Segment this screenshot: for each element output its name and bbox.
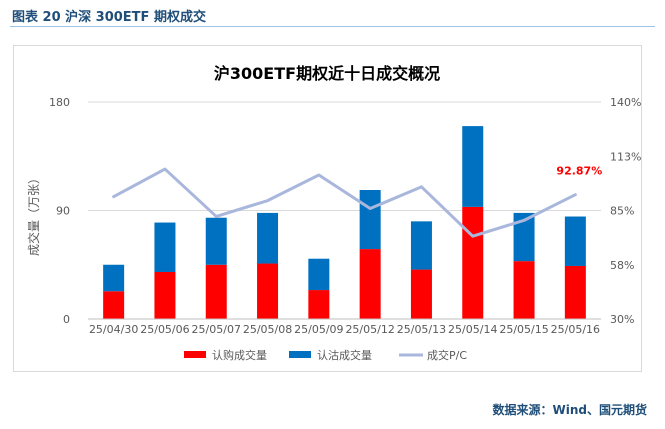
legend: 认购成交量 认沽成交量 成交P/C bbox=[184, 348, 467, 362]
x-tick-label: 25/04/30 bbox=[89, 323, 138, 336]
put-volume-bar bbox=[103, 264, 125, 292]
y2-tick-label: 140% bbox=[610, 96, 641, 109]
call-volume-bar bbox=[103, 291, 125, 319]
x-tick-label: 25/05/09 bbox=[294, 323, 343, 336]
x-tick-label: 25/05/16 bbox=[551, 323, 600, 336]
call-volume-bar bbox=[410, 269, 432, 319]
x-tick-label: 25/05/08 bbox=[243, 323, 292, 336]
put-volume-bar bbox=[359, 190, 381, 250]
call-volume-bar bbox=[205, 264, 227, 319]
source-note: 数据来源：Wind、国元期货 bbox=[492, 403, 647, 417]
x-tick-label: 25/05/13 bbox=[397, 323, 446, 336]
legend-swatch bbox=[184, 351, 206, 358]
chart-svg: 沪300ETF期权近十日成交概况 92.87% 0 90 180 30% 58% 85% 1… bbox=[26, 64, 641, 362]
pc-ratio-line bbox=[112, 167, 577, 238]
put-volume-bar bbox=[205, 217, 227, 265]
legend-swatch bbox=[289, 351, 311, 358]
pc-annotation-label: 92.87% bbox=[556, 165, 602, 178]
legend-label: 成交P/C bbox=[427, 348, 467, 362]
call-volume-bar bbox=[564, 265, 586, 319]
call-volume-bar bbox=[154, 271, 176, 319]
y-tick-label: 180 bbox=[49, 96, 70, 109]
figure-caption: 图表 20 沪深 300ETF 期权成交 bbox=[12, 10, 206, 25]
put-volume-bar bbox=[257, 212, 279, 264]
caption-divider bbox=[10, 26, 655, 27]
y-tick-label: 90 bbox=[56, 205, 70, 218]
call-volume-bar bbox=[257, 263, 279, 319]
y2-tick-label: 58% bbox=[610, 259, 634, 272]
x-tick-label: 25/05/06 bbox=[140, 323, 189, 336]
chart-frame: 沪300ETF期权近十日成交概况 92.87% 0 90 180 30% 58% 85% 1… bbox=[13, 45, 642, 372]
put-volume-bar bbox=[154, 222, 176, 272]
y2-tick-label: 30% bbox=[610, 313, 634, 326]
put-volume-bar bbox=[462, 126, 484, 207]
x-tick-label: 25/05/07 bbox=[192, 323, 241, 336]
put-volume-bar bbox=[308, 258, 330, 291]
put-volume-bar bbox=[410, 221, 432, 270]
y-tick-label: 0 bbox=[63, 313, 70, 326]
chart-title: 沪300ETF期权近十日成交概况 bbox=[214, 64, 440, 83]
y2-tick-label: 113% bbox=[610, 150, 641, 163]
line-layer: 92.87% bbox=[112, 165, 602, 238]
legend-label: 认沽成交量 bbox=[317, 348, 372, 362]
y-axis-label: 成交量（万张） bbox=[26, 172, 41, 256]
x-tick-label: 25/05/15 bbox=[499, 323, 548, 336]
call-volume-bar bbox=[308, 290, 330, 319]
grid-layer bbox=[88, 101, 601, 211]
call-volume-bar bbox=[462, 206, 484, 319]
call-volume-bar bbox=[513, 261, 535, 319]
x-tick-label: 25/05/12 bbox=[345, 323, 394, 336]
legend-label: 认购成交量 bbox=[212, 348, 267, 362]
call-volume-bar bbox=[359, 249, 381, 319]
put-volume-bar bbox=[513, 212, 535, 262]
put-volume-bar bbox=[564, 216, 586, 266]
y2-tick-label: 85% bbox=[610, 205, 634, 218]
x-tick-label: 25/05/14 bbox=[448, 323, 497, 336]
